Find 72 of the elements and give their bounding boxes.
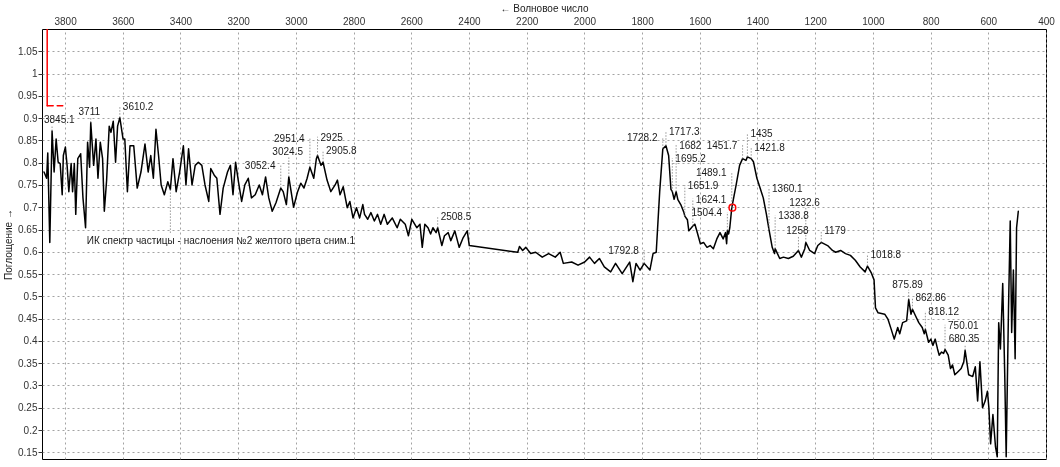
x-tick-label: 400 (1038, 15, 1056, 27)
annotation: 3052.4 (244, 159, 276, 171)
x-tick-label: 2600 (400, 15, 424, 27)
annotation: 1624.1 (695, 193, 727, 205)
annotation: 1179 (824, 225, 847, 237)
x-tick-label: 1600 (689, 15, 712, 27)
x-tick-label: 800 (922, 15, 940, 27)
annotation: 1682 (679, 139, 702, 151)
x-tick-label: 2400 (458, 15, 482, 27)
y-tick-label: 0.15 (18, 446, 38, 458)
y-tick-label: 0.6 (23, 246, 38, 258)
y-tick-label: 0.25 (18, 402, 38, 414)
x-tick-label: 600 (980, 15, 998, 27)
annotation: 1258 (786, 225, 809, 237)
annotation: 3610.2 (122, 100, 154, 112)
annotation: 3024.5 (272, 146, 304, 158)
y-tick-label: 0.35 (18, 357, 38, 369)
y-axis-title: Поглощение → (3, 209, 15, 280)
x-tick-label: 3400 (169, 15, 193, 27)
annotation: 1504.4 (691, 207, 723, 219)
annotation: 1435 (750, 128, 774, 140)
x-tick-label: 2800 (342, 15, 366, 27)
x-tick-label: 1000 (862, 15, 885, 27)
annotation: 750.01 (948, 319, 980, 331)
annotation: 862.86 (915, 292, 947, 304)
annotation: 2925 (320, 131, 344, 143)
annotation: 2905.8 (326, 145, 358, 157)
annotation: 818.12 (928, 306, 960, 318)
y-tick-label: 0.65 (18, 224, 38, 236)
x-tick-label: 3600 (112, 15, 135, 27)
annotation: 1232.6 (789, 196, 821, 208)
annotation: 875.89 (892, 278, 924, 290)
y-tick-label: 0.95 (18, 90, 38, 102)
x-tick-label: 1200 (804, 15, 828, 27)
y-tick-label: 0.55 (18, 268, 38, 280)
x-tick-label: 3200 (227, 15, 251, 27)
annotation: 680.35 (948, 333, 980, 345)
annotation: 1695.2 (675, 153, 707, 165)
y-tick-label: 0.8 (23, 157, 38, 169)
annotation: ИК спектр частицы - наслоения №2 желтого цвета сним.1 (86, 234, 356, 246)
y-tick-label: 0.2 (23, 424, 38, 436)
annotation: 1792.8 (608, 245, 640, 257)
x-tick-label: 3800 (54, 15, 78, 27)
annotation: 2951.4 (274, 132, 306, 144)
annotation: 1018.8 (870, 249, 902, 261)
annotation: 3711 (78, 105, 101, 117)
y-tick-label: 1.05 (18, 45, 38, 57)
x-tick-label: 1400 (746, 15, 770, 27)
x-tick-label: 2000 (573, 15, 597, 27)
annotation: 1421.8 (754, 141, 786, 153)
annotation: 1338.8 (778, 210, 810, 222)
annotation: 1651.9 (687, 180, 719, 192)
y-tick-label: 0.7 (23, 201, 38, 213)
y-tick-label: 0.5 (23, 290, 38, 302)
y-tick-label: 0.75 (18, 179, 38, 191)
y-tick-label: 0.85 (18, 134, 38, 146)
annotation: 3845.1 (44, 114, 76, 126)
y-tick-label: 0.9 (23, 112, 38, 124)
annotation: 1360.1 (772, 183, 804, 195)
x-tick-label: 1800 (631, 15, 655, 27)
y-tick-label: 1 (31, 68, 38, 80)
annotation: 1451.7 (706, 139, 738, 151)
annotation: 1717.3 (668, 126, 700, 138)
x-tick-label: 3000 (285, 15, 308, 27)
y-tick-label: 0.4 (23, 335, 38, 347)
y-tick-label: 0.3 (23, 379, 38, 391)
annotation: 1489.1 (695, 166, 727, 178)
y-tick-label: 0.45 (18, 313, 38, 325)
x-axis-title: ← Волновое число (500, 2, 589, 14)
x-tick-label: 2200 (516, 15, 539, 27)
annotation: 1728.2 (626, 131, 658, 143)
annotation: 2508.5 (440, 210, 472, 222)
